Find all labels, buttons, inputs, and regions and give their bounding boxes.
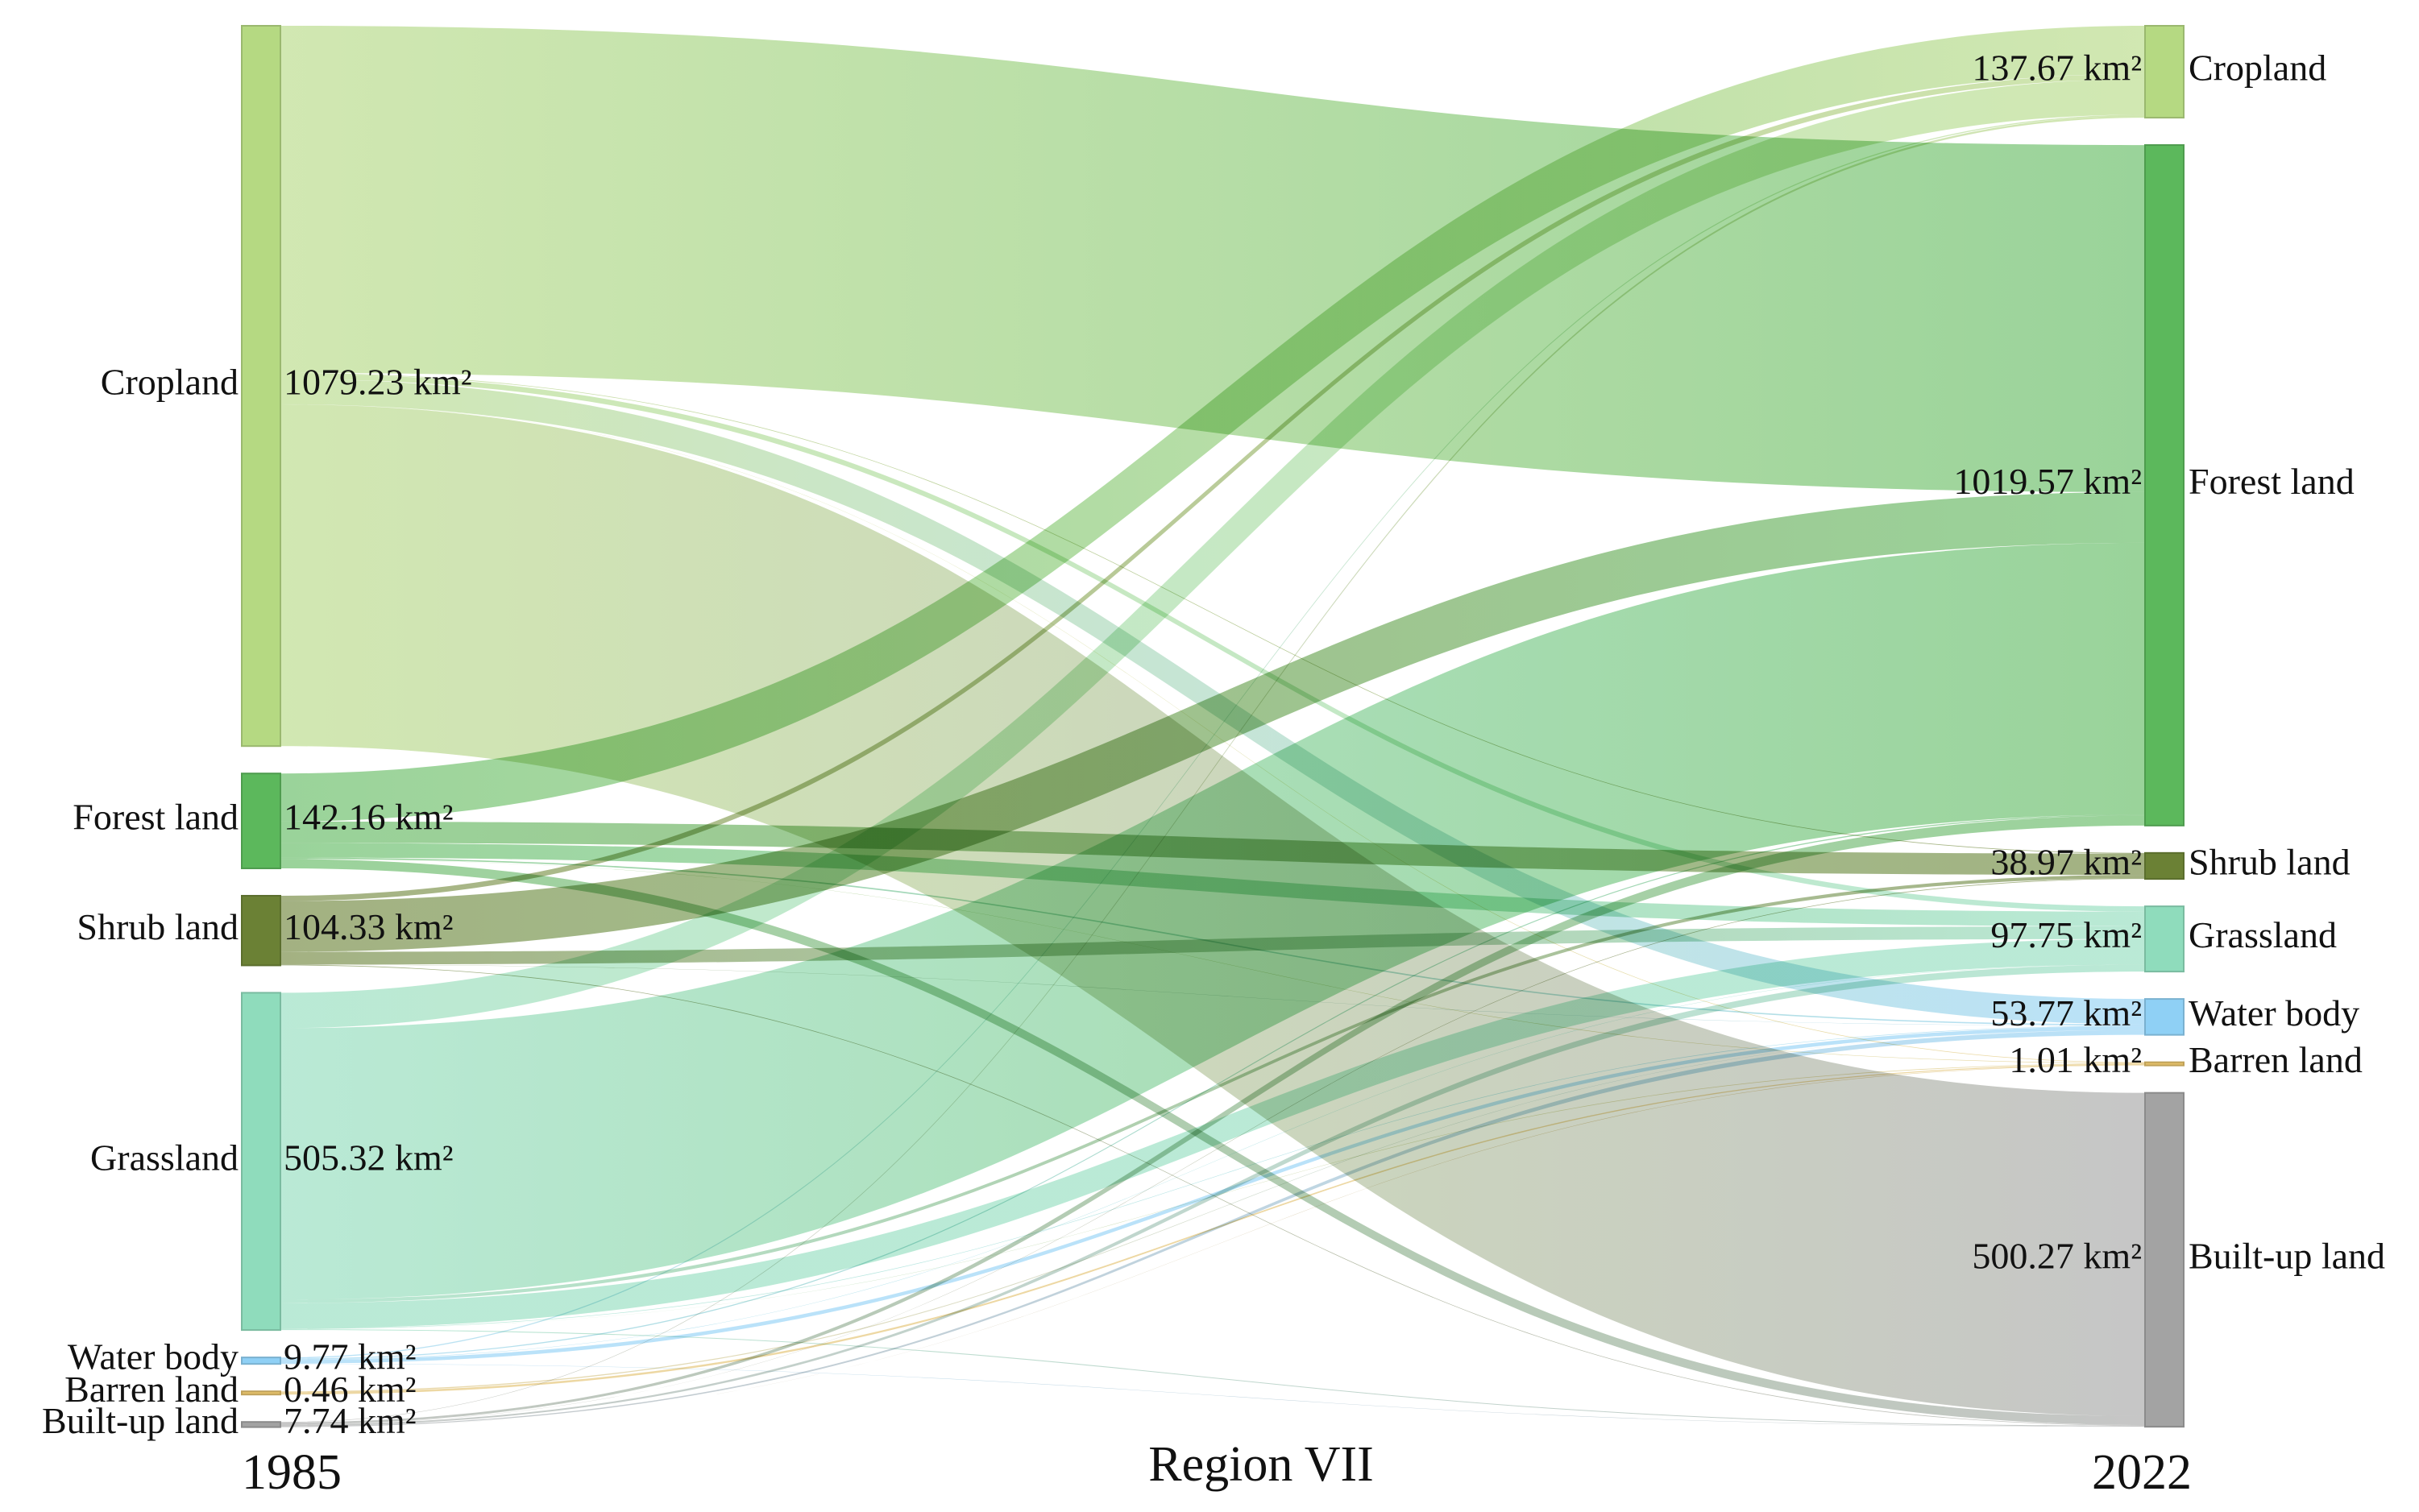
flow-water-body-to-forest-land (280, 814, 2145, 1360)
target-value-shrub-land: 38.97 km² (1990, 842, 2142, 883)
source-value-built-up-land: 7.74 km² (284, 1400, 417, 1441)
target-value-cropland: 137.67 km² (1972, 48, 2142, 89)
flow-grassland-to-cropland (280, 79, 2145, 1029)
flow-built-up-land-to-grassland (280, 964, 2145, 1427)
source-value-shrub-land: 104.33 km² (284, 906, 454, 947)
flow-water-body-to-built-up-land (280, 1363, 2145, 1427)
source-node-water-body (241, 1357, 281, 1365)
target-node-cropland (2144, 25, 2185, 119)
flow-forest-land-to-cropland (280, 26, 2145, 822)
target-node-grassland (2144, 905, 2185, 973)
target-node-built-up-land (2144, 1092, 2185, 1428)
flow-grassland-to-water-body (280, 1025, 2145, 1329)
target-value-forest-land: 1019.57 km² (1953, 461, 2142, 502)
source-name-barren-land: Barren land (64, 1369, 239, 1410)
flow-water-body-to-grassland (280, 964, 2145, 1361)
target-value-water-body: 53.77 km² (1990, 992, 2142, 1034)
source-name-forest-land: Forest land (73, 797, 239, 838)
flow-built-up-land-to-cropland (280, 115, 2145, 1423)
nodes-layer (241, 25, 2185, 1428)
flow-built-up-land-to-water-body (280, 1029, 2145, 1427)
flow-water-body-to-cropland (280, 114, 2145, 1359)
flow-grassland-to-forest-land (280, 542, 2145, 1300)
labels-layer: Cropland 1079.23 km² Forest land 142.16 km²… (42, 48, 2385, 1441)
flow-cropland-to-shrub-land (280, 372, 2145, 854)
target-node-water-body (2144, 998, 2185, 1036)
target-name-cropland: Cropland (2189, 48, 2326, 89)
target-name-built-up-land: Built-up land (2189, 1235, 2385, 1276)
target-name-barren-land: Barren land (2189, 1039, 2363, 1080)
source-name-built-up-land: Built-up land (42, 1400, 239, 1441)
target-node-barren-land (2144, 1061, 2185, 1067)
target-node-forest-land (2144, 144, 2185, 826)
source-value-forest-land: 142.16 km² (284, 797, 454, 838)
source-name-shrub-land: Shrub land (77, 906, 239, 947)
source-name-cropland: Cropland (101, 362, 239, 403)
source-node-forest-land (241, 773, 281, 869)
flow-shrub-land-to-forest-land (280, 491, 2145, 952)
target-name-forest-land: Forest land (2189, 461, 2355, 502)
source-node-cropland (241, 25, 281, 748)
target-value-built-up-land: 500.27 km² (1972, 1235, 2142, 1276)
flow-built-up-land-to-barren-land (280, 1065, 2145, 1427)
source-node-shrub-land (241, 894, 281, 967)
diagram-title: Region VII (1148, 1437, 1374, 1492)
source-value-cropland: 1079.23 km² (284, 362, 472, 403)
source-name-grassland: Grassland (90, 1137, 239, 1178)
target-name-shrub-land: Shrub land (2189, 842, 2351, 883)
flow-built-up-land-to-shrub-land (280, 878, 2145, 1425)
target-year-label: 2022 (2092, 1445, 2192, 1500)
flow-barren-land-to-water-body (280, 1029, 2145, 1393)
source-year-label: 1985 (242, 1445, 342, 1500)
flow-grassland-to-built-up-land (280, 1329, 2145, 1427)
flow-built-up-land-to-forest-land (280, 815, 2145, 1425)
target-name-water-body: Water body (2189, 992, 2359, 1034)
target-value-barren-land: 1.01 km² (2009, 1039, 2142, 1080)
flow-grassland-to-grassland (280, 938, 2145, 1329)
target-node-shrub-land (2144, 851, 2185, 880)
source-node-barren-land (241, 1390, 281, 1396)
source-node-grassland (241, 992, 281, 1332)
source-node-built-up-land (241, 1421, 281, 1428)
flows-layer (280, 26, 2145, 1427)
source-value-grassland: 505.32 km² (284, 1137, 454, 1178)
flow-shrub-land-to-cropland (280, 73, 2145, 901)
source-value-barren-land: 0.46 km² (284, 1369, 417, 1410)
flow-grassland-to-shrub-land (280, 875, 2145, 1303)
source-value-water-body: 9.77 km² (284, 1336, 417, 1377)
flow-cropland-to-grassland (280, 373, 2145, 912)
target-name-grassland: Grassland (2189, 914, 2337, 955)
target-value-grassland: 97.75 km² (1990, 914, 2142, 955)
source-name-water-body: Water body (68, 1336, 239, 1377)
